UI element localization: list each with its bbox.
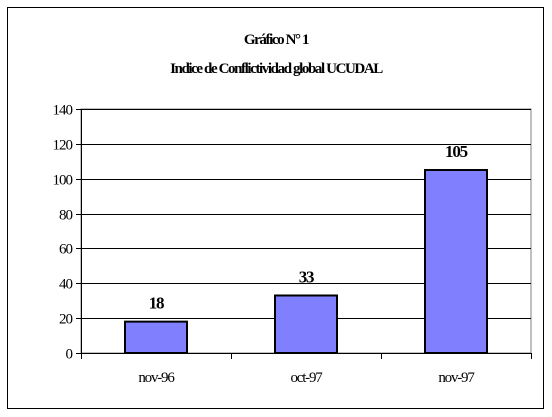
- data-label: 18: [149, 294, 164, 313]
- bar: [424, 169, 488, 354]
- y-tick-label: 80: [59, 208, 73, 224]
- y-tick-label: 0: [66, 347, 73, 363]
- bar: [274, 294, 338, 355]
- chart-subtitle: Indice de Conflictividad global UCUDAL: [170, 61, 383, 77]
- y-tick-label: 40: [59, 277, 73, 293]
- x-category-label: oct-97: [290, 370, 323, 386]
- data-label: 33: [299, 267, 314, 286]
- x-category-label: nov-97: [438, 370, 475, 386]
- y-tick-label: 120: [53, 138, 73, 154]
- chart-title: Gráfico N° 1: [243, 32, 310, 48]
- y-tick-label: 20: [59, 312, 73, 328]
- y-tick-label: 60: [59, 242, 73, 258]
- bar: [124, 320, 188, 354]
- y-tick-label: 140: [53, 103, 73, 119]
- y-tick-label: 100: [53, 173, 73, 189]
- x-category-label: nov-96: [138, 370, 175, 386]
- data-label: 105: [445, 142, 468, 161]
